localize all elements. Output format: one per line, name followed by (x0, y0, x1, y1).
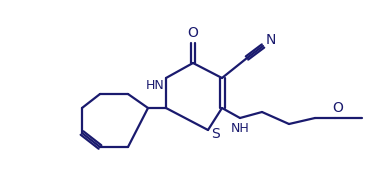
Text: HN: HN (146, 79, 164, 91)
Text: NH: NH (231, 121, 249, 134)
Text: O: O (332, 101, 343, 115)
Text: S: S (211, 127, 219, 141)
Text: N: N (266, 33, 276, 47)
Text: O: O (188, 26, 199, 40)
